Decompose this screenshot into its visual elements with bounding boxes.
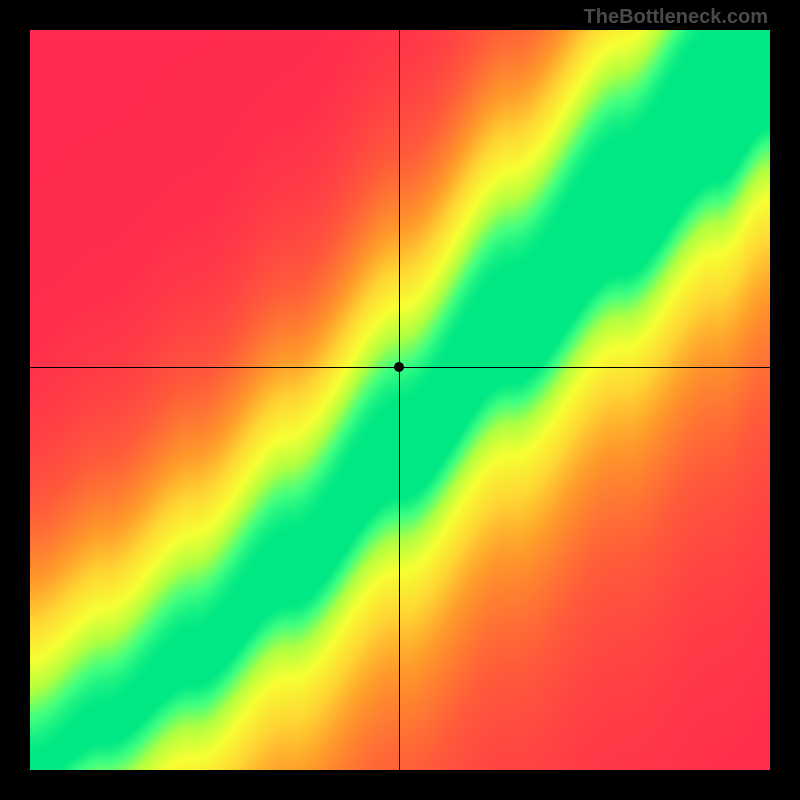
plot-area bbox=[30, 30, 770, 770]
marker-dot bbox=[394, 362, 404, 372]
heatmap-canvas bbox=[30, 30, 770, 770]
crosshair-vertical bbox=[399, 30, 400, 770]
watermark-text: TheBottleneck.com bbox=[584, 6, 768, 29]
